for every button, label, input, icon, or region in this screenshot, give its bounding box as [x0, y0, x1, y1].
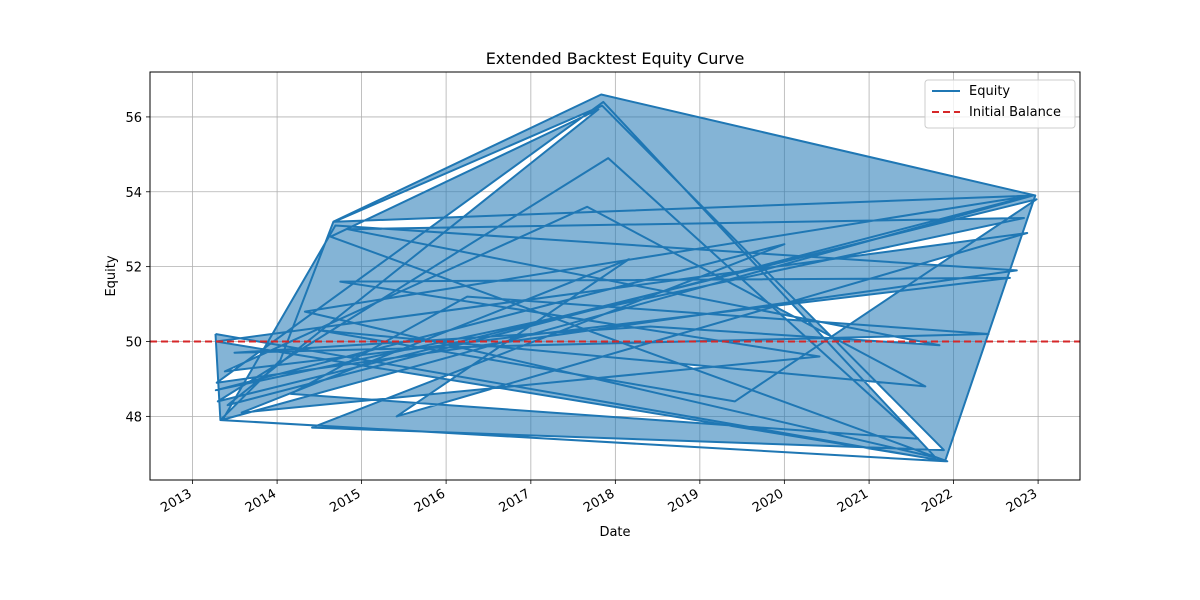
y-tick-label: 56	[125, 111, 142, 126]
y-tick-label: 50	[125, 336, 142, 351]
legend-initial-balance-label: Initial Balance	[969, 105, 1061, 120]
equity-series-line	[214, 93, 1038, 463]
y-tick-label: 52	[125, 261, 142, 276]
legend-box	[924, 79, 1076, 129]
x-axis-title: Date	[599, 525, 630, 540]
y-tick-label: 48	[125, 410, 142, 425]
y-tick-label: 54	[125, 186, 142, 201]
y-axis: 48 50 52 54 56	[125, 111, 150, 425]
legend: Equity Initial Balance	[924, 79, 1076, 129]
legend-equity-label: Equity	[969, 84, 1010, 99]
chart-title: Extended Backtest Equity Curve	[486, 49, 745, 68]
plot-area	[150, 93, 1080, 463]
y-axis-title: Equity	[104, 255, 119, 296]
